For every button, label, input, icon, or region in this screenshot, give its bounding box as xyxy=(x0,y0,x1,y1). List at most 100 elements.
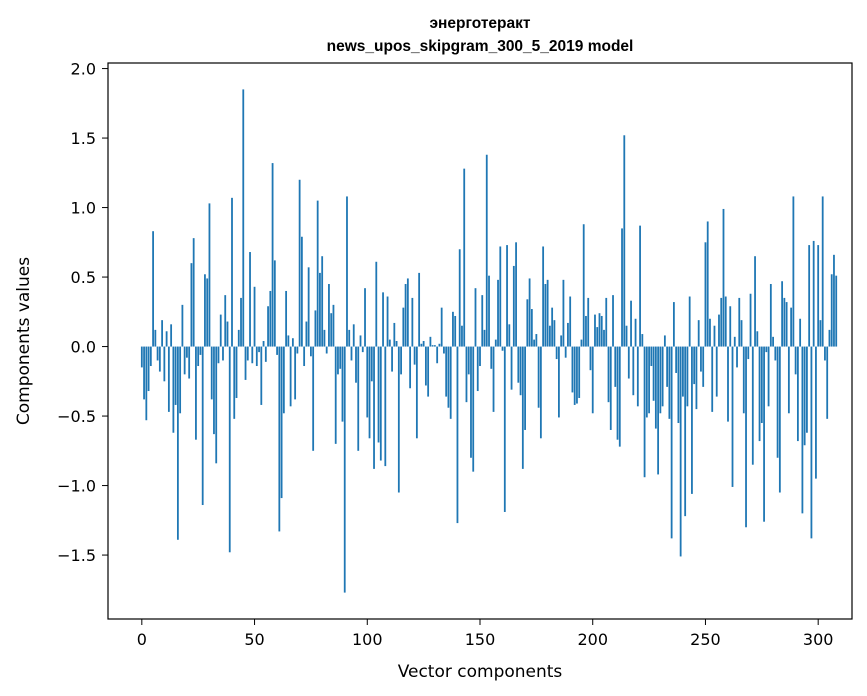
bar xyxy=(395,341,398,347)
bar xyxy=(276,346,278,355)
bar xyxy=(763,346,765,522)
bar xyxy=(607,346,610,403)
bar xyxy=(145,346,148,421)
bar xyxy=(244,346,247,380)
bar xyxy=(641,334,644,347)
bar xyxy=(609,346,612,430)
bar xyxy=(524,346,526,430)
bar xyxy=(233,346,236,419)
x-tick-label: 0 xyxy=(137,630,147,649)
bar xyxy=(483,329,486,347)
x-tick-label: 300 xyxy=(803,630,834,649)
bar xyxy=(776,346,779,458)
bar xyxy=(488,275,490,347)
bar xyxy=(314,310,317,347)
bar xyxy=(754,256,756,347)
bar xyxy=(170,324,173,347)
bar xyxy=(648,346,650,414)
bar xyxy=(742,346,745,414)
bar xyxy=(591,346,594,414)
bar xyxy=(819,320,822,347)
bar xyxy=(402,307,405,347)
bar xyxy=(424,346,427,386)
x-axis-ticks: 0 50 100 150 200 250 300 xyxy=(137,619,834,649)
bar xyxy=(328,284,330,347)
bar xyxy=(280,346,283,499)
bar xyxy=(357,346,360,451)
y-tick-label: 2.0 xyxy=(71,60,96,79)
bar xyxy=(666,346,669,387)
bar xyxy=(366,346,369,418)
y-tick-label: 0.5 xyxy=(71,268,96,287)
bar xyxy=(772,336,774,347)
bar xyxy=(470,346,472,458)
bar xyxy=(679,346,682,557)
bar xyxy=(614,346,617,387)
bar xyxy=(537,346,540,408)
bar xyxy=(736,346,738,368)
bar xyxy=(564,346,567,358)
bar xyxy=(373,346,375,469)
bar xyxy=(533,339,536,347)
bar xyxy=(213,346,215,435)
bar xyxy=(630,300,632,347)
bar xyxy=(190,263,193,347)
bar xyxy=(192,238,195,347)
bar xyxy=(569,296,572,347)
bar xyxy=(724,296,727,347)
bar xyxy=(429,336,432,347)
bar xyxy=(375,261,378,347)
bar xyxy=(729,306,732,347)
bar xyxy=(627,346,630,379)
bar xyxy=(167,346,170,412)
y-tick-label: 1.0 xyxy=(71,199,96,218)
y-tick-label: −1.0 xyxy=(57,477,96,496)
bar xyxy=(201,346,204,506)
bar xyxy=(526,299,529,347)
bar xyxy=(406,278,409,347)
bar xyxy=(632,346,635,396)
bar xyxy=(253,286,256,347)
bar xyxy=(530,309,533,347)
bar xyxy=(803,346,806,446)
bar xyxy=(751,346,754,465)
bar xyxy=(700,346,702,372)
bar xyxy=(740,320,743,347)
bar xyxy=(420,343,423,347)
y-tick-label: −0.5 xyxy=(57,407,96,426)
bar xyxy=(792,196,795,347)
bar xyxy=(490,346,493,369)
bar xyxy=(397,346,400,493)
bar xyxy=(346,196,348,347)
bar xyxy=(282,346,285,414)
bar xyxy=(307,267,310,347)
bar xyxy=(812,240,815,347)
bar xyxy=(348,329,351,347)
bar xyxy=(418,272,421,347)
bar xyxy=(287,335,290,347)
bar xyxy=(652,346,655,401)
bar xyxy=(817,245,820,347)
bar xyxy=(377,346,380,443)
bar xyxy=(767,346,770,407)
bar xyxy=(747,346,750,360)
bar xyxy=(616,346,619,440)
bar xyxy=(165,331,168,347)
bar xyxy=(285,290,288,347)
bar xyxy=(422,341,425,347)
bar xyxy=(289,346,292,407)
bar xyxy=(499,246,502,347)
bar xyxy=(264,346,267,362)
bar xyxy=(821,196,824,347)
bar xyxy=(154,329,157,347)
bar xyxy=(535,334,538,347)
bar xyxy=(774,346,777,361)
bar xyxy=(634,318,637,347)
bar xyxy=(492,346,495,412)
bar xyxy=(745,346,747,528)
bar xyxy=(215,346,218,464)
bar xyxy=(303,346,306,367)
bar xyxy=(512,265,515,347)
bar xyxy=(161,320,164,347)
bar xyxy=(697,320,700,347)
